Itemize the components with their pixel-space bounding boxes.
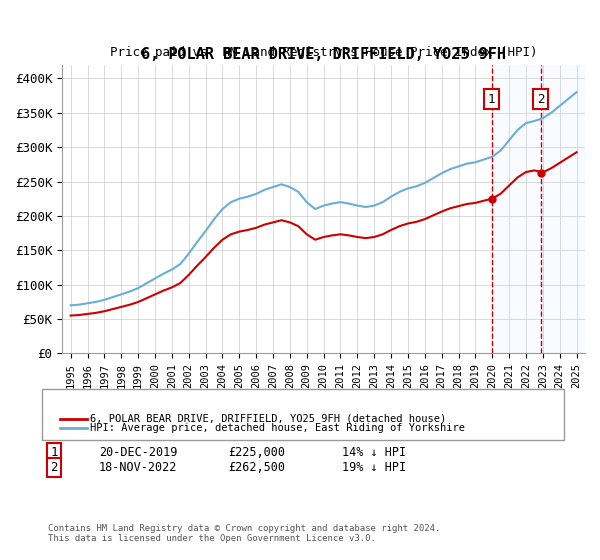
Text: £225,000: £225,000 xyxy=(228,446,285,459)
Text: 14% ↓ HPI: 14% ↓ HPI xyxy=(342,446,406,459)
Text: 2: 2 xyxy=(50,461,58,474)
Text: 2: 2 xyxy=(537,92,544,105)
Text: Contains HM Land Registry data © Crown copyright and database right 2024.
This d: Contains HM Land Registry data © Crown c… xyxy=(48,524,440,543)
Text: 1: 1 xyxy=(488,92,496,105)
Text: HPI: Average price, detached house, East Riding of Yorkshire: HPI: Average price, detached house, East… xyxy=(90,423,465,433)
Text: 18-NOV-2022: 18-NOV-2022 xyxy=(99,461,178,474)
Bar xyxy=(491,64,541,353)
Text: 6, POLAR BEAR DRIVE, DRIFFIELD, YO25 9FH (detached house): 6, POLAR BEAR DRIVE, DRIFFIELD, YO25 9FH… xyxy=(90,414,446,424)
Bar xyxy=(541,64,585,353)
Text: Price paid vs. HM Land Registry's House Price Index (HPI): Price paid vs. HM Land Registry's House … xyxy=(110,46,538,59)
Title: 6, POLAR BEAR DRIVE, DRIFFIELD, YO25 9FH: 6, POLAR BEAR DRIVE, DRIFFIELD, YO25 9FH xyxy=(141,47,506,62)
Text: £262,500: £262,500 xyxy=(228,461,285,474)
Text: 1: 1 xyxy=(50,446,58,459)
Text: 19% ↓ HPI: 19% ↓ HPI xyxy=(342,461,406,474)
Text: 20-DEC-2019: 20-DEC-2019 xyxy=(99,446,178,459)
